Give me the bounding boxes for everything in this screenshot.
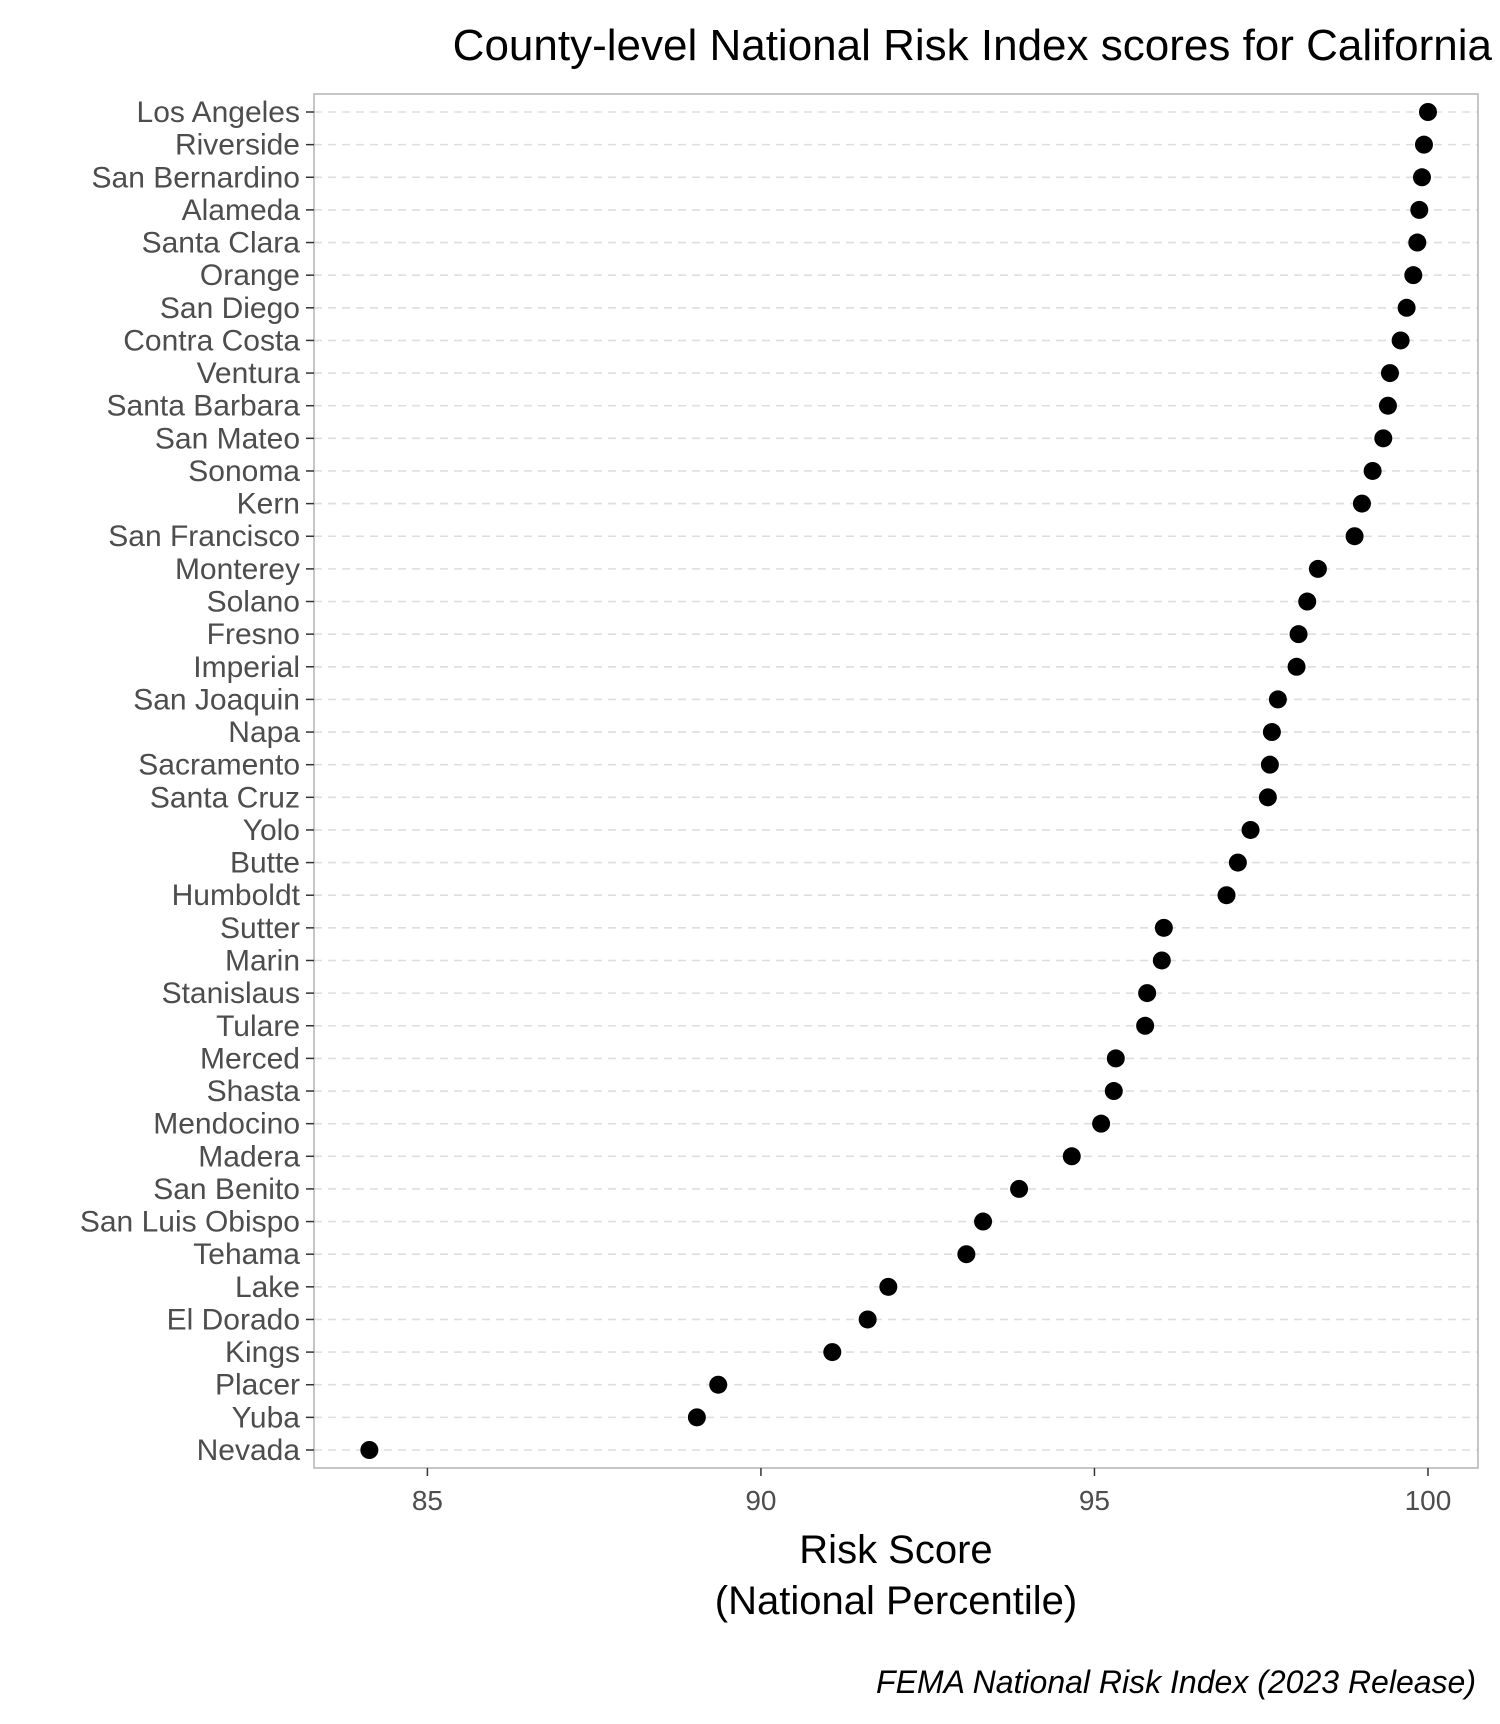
x-tick-label: 100	[1405, 1485, 1452, 1516]
y-tick-label: Santa Clara	[142, 227, 301, 260]
x-tick-label: 85	[412, 1485, 443, 1516]
data-point	[1062, 1147, 1081, 1166]
data-point	[1136, 1016, 1155, 1035]
y-tick-label: Madera	[198, 1140, 300, 1173]
data-point	[709, 1375, 728, 1394]
y-tick-label: Los Angeles	[137, 96, 300, 129]
data-point	[1397, 298, 1416, 317]
x-axis-labels: 85 90 95 100	[412, 1468, 1452, 1516]
data-point	[1298, 592, 1317, 611]
y-tick-label: San Bernardino	[92, 161, 300, 194]
data-point	[1380, 364, 1399, 383]
data-point	[1228, 853, 1247, 872]
data-point	[1345, 527, 1364, 546]
y-tick-label: Sutter	[220, 912, 300, 945]
data-point	[1414, 135, 1433, 154]
y-tick-label: Santa Cruz	[150, 781, 300, 814]
data-point	[1404, 266, 1423, 285]
y-tick-label: Yuba	[232, 1401, 301, 1434]
y-tick-label: Merced	[200, 1042, 300, 1075]
y-tick-label: San Diego	[160, 292, 300, 325]
y-tick-label: San Mateo	[155, 422, 300, 455]
data-point	[360, 1441, 379, 1459]
data-point	[1418, 103, 1437, 121]
y-tick-label: Kern	[237, 488, 300, 521]
data-point	[1217, 886, 1236, 905]
data-point	[1391, 331, 1410, 350]
chart-title: County-level National Risk Index scores …	[453, 21, 1493, 70]
data-point	[974, 1212, 993, 1231]
x-axis-title-line2: (National Percentile)	[715, 1579, 1077, 1623]
data-point	[1289, 625, 1308, 644]
y-tick-label: San Francisco	[108, 520, 300, 553]
data-point	[1363, 461, 1382, 480]
y-tick-label: Stanislaus	[162, 977, 300, 1010]
y-tick-label: Marin	[225, 944, 300, 977]
y-tick-label: Contra Costa	[123, 324, 300, 357]
y-tick-label: Santa Barbara	[107, 390, 301, 423]
data-point	[1308, 559, 1327, 578]
data-point	[1260, 755, 1279, 774]
data-point	[1010, 1179, 1029, 1198]
data-point	[1241, 820, 1260, 839]
y-tick-label: Placer	[215, 1369, 300, 1402]
plot-panel-border	[313, 93, 1479, 1469]
y-tick-label: Monterey	[175, 553, 300, 586]
y-tick-label: Shasta	[207, 1075, 301, 1108]
data-point	[1154, 918, 1173, 937]
y-tick-label: Mendocino	[153, 1108, 300, 1141]
y-tick-label: Sacramento	[138, 749, 300, 782]
source-caption: FEMA National Risk Index (2023 Release)	[876, 1664, 1476, 1700]
data-point	[1287, 657, 1306, 676]
data-point	[1374, 429, 1393, 448]
data-point	[1106, 1049, 1125, 1068]
y-tick-label: Napa	[228, 716, 300, 749]
y-tick-label: San Benito	[153, 1173, 300, 1206]
data-point	[1412, 168, 1431, 187]
y-tick-label: Kings	[225, 1336, 300, 1369]
y-tick-label: Solano	[207, 586, 300, 619]
y-tick-label: Imperial	[193, 651, 300, 684]
data-point	[1268, 690, 1287, 709]
y-tick-label: Sonoma	[188, 455, 300, 488]
y-tick-label: San Joaquin	[133, 683, 300, 716]
x-axis-title-line1: Risk Score	[799, 1528, 992, 1572]
y-tick-label: Butte	[230, 847, 300, 880]
data-point	[879, 1277, 898, 1296]
x-tick-label: 90	[745, 1485, 776, 1516]
data-point	[1378, 396, 1397, 415]
data-point	[823, 1343, 842, 1362]
data-point	[1352, 494, 1371, 513]
y-tick-label: Yolo	[243, 814, 300, 847]
data-point	[1410, 200, 1429, 219]
y-tick-label: Tulare	[216, 1010, 300, 1043]
y-tick-label: Alameda	[182, 194, 301, 227]
y-tick-label: Ventura	[197, 357, 301, 390]
y-tick-label: El Dorado	[167, 1303, 300, 1336]
y-tick-label: Tehama	[193, 1238, 300, 1271]
y-tick-label: Fresno	[207, 618, 300, 651]
data-points	[360, 103, 1437, 1459]
y-tick-label: Orange	[200, 259, 300, 292]
data-point	[1138, 984, 1157, 1003]
data-point	[1262, 723, 1281, 742]
data-point	[1408, 233, 1427, 252]
data-point	[1092, 1114, 1111, 1133]
data-point	[1152, 951, 1171, 970]
y-tick-label: Riverside	[175, 129, 300, 162]
x-tick-label: 95	[1079, 1485, 1110, 1516]
data-point	[858, 1310, 877, 1329]
y-tick-label: San Luis Obispo	[80, 1206, 300, 1239]
data-point	[687, 1408, 706, 1427]
data-point	[1258, 788, 1277, 807]
y-tick-label: Nevada	[197, 1434, 301, 1467]
data-point	[957, 1245, 976, 1264]
data-point	[1104, 1082, 1123, 1101]
y-tick-label: Lake	[235, 1271, 300, 1304]
gridlines	[314, 111, 1478, 1451]
y-tick-label: Humboldt	[172, 879, 301, 912]
